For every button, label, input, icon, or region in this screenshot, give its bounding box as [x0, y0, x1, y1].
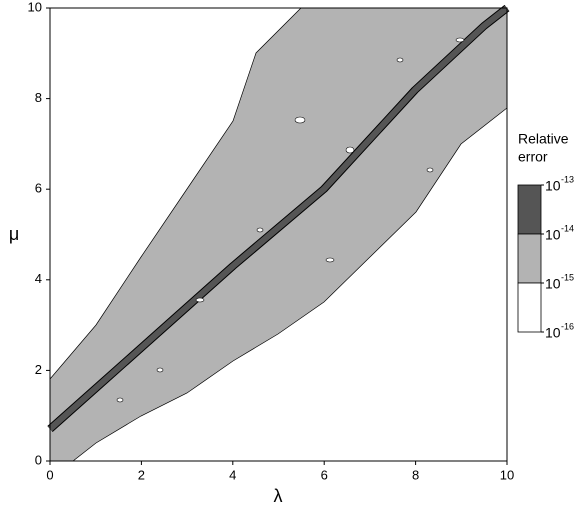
colorbar-title: Relative	[518, 131, 569, 147]
colorbar-tick-label: 10	[545, 178, 561, 194]
colorbar-title: error	[518, 149, 548, 165]
y-tick-label: 6	[35, 181, 42, 196]
y-tick-label: 8	[35, 90, 42, 105]
x-tick-label: 10	[500, 467, 514, 482]
colorbar-tick-exponent: -14	[561, 223, 574, 233]
y-tick-label: 2	[35, 362, 42, 377]
y-tick-label: 0	[35, 452, 42, 467]
x-axis-label: λ	[274, 486, 283, 506]
colorbar-tick-exponent: -13	[561, 174, 574, 184]
colorbar-tick-exponent: -16	[561, 321, 574, 331]
colorbar-tick-label: 10	[545, 227, 561, 243]
high-error-region-fill	[48, 5, 509, 432]
colorbar-tick-label: 10	[545, 325, 561, 341]
y-axis-label: μ	[9, 224, 19, 244]
colorbar-tick-exponent: -15	[561, 272, 574, 282]
x-tick-label: 6	[321, 467, 328, 482]
contour-regions	[47, 4, 510, 462]
colorbar-tick-label: 10	[545, 276, 561, 292]
speckles	[116, 37, 465, 403]
x-tick-label: 2	[138, 467, 145, 482]
mid-error-region	[49, 7, 508, 462]
y-tick-label: 10	[28, 0, 42, 14]
colorbar-band	[517, 233, 542, 284]
x-tick-label: 0	[46, 467, 53, 482]
y-tick-label: 4	[35, 271, 42, 286]
colorbar-band	[517, 184, 542, 235]
x-tick-label: 8	[412, 467, 419, 482]
colorbar-band	[517, 282, 542, 333]
plot-frame	[49, 7, 508, 462]
x-tick-label: 4	[229, 467, 236, 482]
